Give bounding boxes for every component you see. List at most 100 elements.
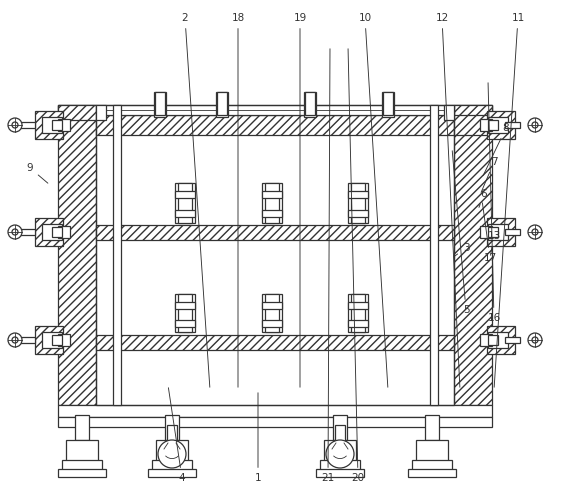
- Text: 21: 21: [321, 49, 334, 483]
- Bar: [52, 227, 62, 237]
- Bar: [178, 183, 192, 223]
- Bar: [175, 294, 195, 332]
- Bar: [488, 335, 498, 345]
- Circle shape: [8, 333, 22, 347]
- Bar: [58, 105, 492, 115]
- Text: 4: 4: [168, 388, 185, 483]
- Bar: [335, 425, 345, 443]
- Bar: [488, 117, 508, 133]
- Bar: [66, 440, 98, 461]
- Bar: [58, 105, 96, 405]
- Bar: [52, 120, 62, 130]
- Bar: [480, 119, 492, 131]
- Bar: [488, 227, 498, 237]
- Bar: [35, 218, 63, 246]
- Bar: [262, 294, 282, 332]
- Bar: [262, 183, 282, 223]
- Circle shape: [532, 229, 538, 235]
- Bar: [58, 119, 70, 131]
- Bar: [262, 191, 282, 198]
- Bar: [348, 294, 368, 332]
- Bar: [58, 469, 106, 477]
- Text: 16: 16: [488, 83, 501, 323]
- Circle shape: [12, 122, 18, 128]
- Bar: [42, 117, 62, 133]
- Bar: [148, 469, 196, 477]
- Bar: [505, 337, 520, 343]
- Bar: [58, 226, 70, 238]
- Bar: [348, 210, 368, 217]
- Bar: [425, 415, 439, 440]
- Circle shape: [532, 122, 538, 128]
- Bar: [175, 191, 195, 198]
- Bar: [430, 105, 438, 405]
- Bar: [265, 183, 279, 223]
- Bar: [480, 334, 492, 346]
- Bar: [167, 425, 177, 443]
- Bar: [96, 335, 454, 350]
- Bar: [35, 111, 63, 139]
- Bar: [408, 469, 456, 477]
- Bar: [175, 183, 195, 223]
- Bar: [262, 320, 282, 327]
- Circle shape: [532, 337, 538, 343]
- Bar: [42, 332, 62, 348]
- Bar: [333, 415, 347, 440]
- Text: 20: 20: [348, 49, 365, 483]
- Text: 7: 7: [481, 157, 497, 193]
- Circle shape: [12, 337, 18, 343]
- Bar: [262, 210, 282, 217]
- Text: 18: 18: [231, 13, 245, 387]
- Bar: [58, 334, 70, 346]
- Bar: [320, 460, 360, 470]
- Bar: [175, 210, 195, 217]
- Bar: [96, 225, 454, 240]
- Text: 11: 11: [494, 13, 525, 387]
- Bar: [20, 122, 35, 128]
- Text: 10: 10: [359, 13, 388, 387]
- Text: 9: 9: [26, 163, 48, 183]
- Bar: [20, 229, 35, 235]
- Bar: [58, 105, 96, 120]
- Bar: [488, 120, 498, 130]
- Circle shape: [158, 440, 186, 468]
- Circle shape: [12, 229, 18, 235]
- Bar: [113, 105, 121, 405]
- Bar: [304, 92, 316, 117]
- Bar: [152, 460, 192, 470]
- Circle shape: [528, 333, 542, 347]
- Bar: [348, 320, 368, 327]
- Bar: [487, 111, 515, 139]
- Bar: [156, 440, 188, 461]
- Bar: [444, 105, 454, 120]
- Bar: [178, 294, 192, 332]
- Bar: [487, 326, 515, 354]
- Circle shape: [528, 225, 542, 239]
- Bar: [75, 415, 89, 440]
- Circle shape: [326, 440, 354, 468]
- Bar: [348, 183, 368, 223]
- Bar: [154, 92, 166, 117]
- Bar: [262, 302, 282, 309]
- Bar: [351, 183, 365, 223]
- Bar: [52, 335, 62, 345]
- Bar: [324, 440, 356, 461]
- Bar: [175, 320, 195, 327]
- Text: 13: 13: [488, 231, 501, 255]
- Bar: [58, 417, 492, 427]
- Bar: [216, 92, 228, 117]
- Bar: [505, 122, 520, 128]
- Text: 6: 6: [479, 189, 488, 207]
- Bar: [351, 294, 365, 332]
- Bar: [42, 224, 62, 240]
- Text: 1: 1: [254, 393, 261, 483]
- Bar: [96, 105, 106, 120]
- Text: 2: 2: [182, 13, 210, 387]
- Text: 17: 17: [482, 203, 497, 263]
- Bar: [62, 460, 102, 470]
- Circle shape: [528, 118, 542, 132]
- Bar: [454, 115, 492, 135]
- Bar: [416, 440, 448, 461]
- Text: 12: 12: [435, 13, 460, 387]
- Bar: [155, 92, 165, 115]
